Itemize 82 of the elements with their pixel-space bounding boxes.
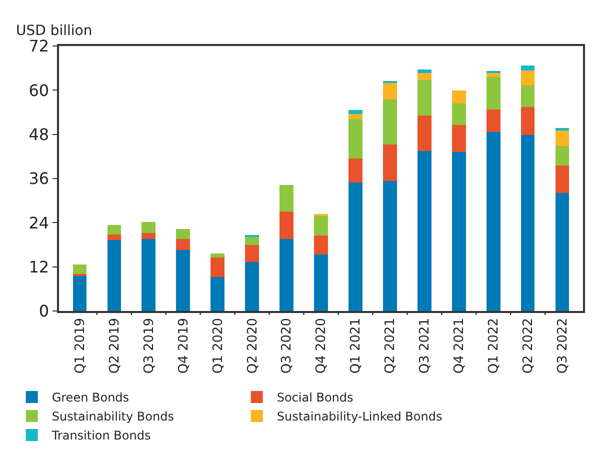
x-tick-label: Q3 2019 <box>142 318 157 374</box>
y-tick-label: 72 <box>28 36 50 56</box>
bar <box>555 146 570 166</box>
x-tick-label: Q2 2021 <box>383 318 398 374</box>
legend-label: Sustainability-Linked Bonds <box>276 410 442 424</box>
bar <box>314 216 328 236</box>
legend-label: Sustainability Bonds <box>52 410 174 424</box>
bar <box>555 130 570 146</box>
bar <box>314 236 328 254</box>
x-tick-label: Q1 2021 <box>348 318 364 374</box>
bar <box>245 245 259 262</box>
bar <box>418 116 432 151</box>
y-tick-label: 12 <box>28 257 50 276</box>
bar <box>280 185 294 212</box>
bar <box>107 225 122 234</box>
y-tick-label: 0 <box>38 302 50 321</box>
x-tick-label: Q4 2021 <box>452 318 468 374</box>
x-tick-label: Q3 2020 <box>280 318 295 374</box>
bar <box>72 264 87 274</box>
bar <box>176 250 190 311</box>
bar <box>314 254 328 311</box>
bar <box>348 158 362 183</box>
bar <box>520 135 535 311</box>
bar <box>452 103 466 125</box>
x-tick-label: Q2 2019 <box>107 318 122 374</box>
bar <box>555 166 570 194</box>
bar <box>210 257 224 277</box>
x-tick-label: Q4 2019 <box>176 318 192 374</box>
bar <box>452 90 466 104</box>
x-tick-label: Q3 2022 <box>556 318 571 374</box>
y-tick-label: 48 <box>28 124 50 144</box>
bar <box>280 212 294 240</box>
x-tick-label: Q1 2019 <box>72 318 88 374</box>
x-tick-label: Q2 2020 <box>245 318 260 374</box>
legend-label: Social Bonds <box>276 390 354 405</box>
bar <box>452 124 466 152</box>
bar <box>210 254 224 258</box>
bar <box>520 70 535 86</box>
x-tick-label: Q3 2021 <box>418 318 433 374</box>
bar <box>107 234 122 240</box>
bar <box>210 276 224 311</box>
bar <box>520 85 535 108</box>
y-tick-label: 60 <box>28 80 50 100</box>
x-tick-label: Q4 2020 <box>314 318 330 374</box>
bar <box>418 150 432 311</box>
y-axis-title: USD billion <box>16 23 92 39</box>
bar <box>348 114 362 120</box>
bar <box>520 66 535 71</box>
bar <box>418 70 432 73</box>
bar <box>520 107 535 136</box>
x-tick-label: Q1 2022 <box>486 318 502 374</box>
bar <box>176 238 190 250</box>
legend-label: Transition Bonds <box>50 428 151 443</box>
bar <box>486 76 500 110</box>
bar <box>176 228 190 239</box>
bar <box>555 193 570 311</box>
bar <box>348 110 362 114</box>
x-tick-label: Q1 2020 <box>210 318 226 374</box>
bar <box>486 72 500 77</box>
y-tick-label: 36 <box>28 169 50 188</box>
bar <box>486 110 500 132</box>
bar <box>383 144 397 182</box>
bar <box>72 276 87 311</box>
bar <box>142 232 156 239</box>
bar <box>383 99 397 145</box>
bar <box>348 119 362 158</box>
x-tick-label: Q2 2022 <box>521 318 536 374</box>
bar <box>245 262 259 311</box>
bar <box>107 240 122 311</box>
legend-label: Green Bonds <box>52 390 130 405</box>
bar <box>418 80 432 116</box>
bar <box>142 222 156 233</box>
bar <box>142 238 156 311</box>
bar <box>245 236 259 246</box>
y-tick-label: 24 <box>28 213 50 232</box>
bar <box>348 182 362 311</box>
bar <box>486 132 500 311</box>
bar <box>383 181 397 311</box>
bar <box>280 239 294 311</box>
bar <box>418 72 432 80</box>
bar <box>452 152 466 311</box>
bar <box>383 82 397 100</box>
